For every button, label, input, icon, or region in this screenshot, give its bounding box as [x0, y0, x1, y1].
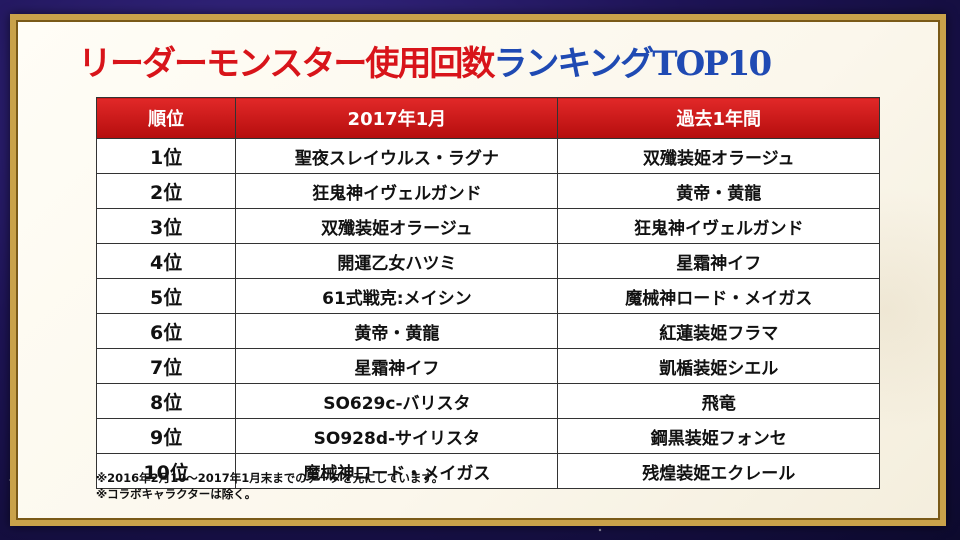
table-row: 4位 開運乙女ハツミ 星霜神イフ: [95, 243, 880, 279]
header-past-year: 過去1年間: [557, 97, 880, 139]
table-header-row: 順位 2017年1月 過去1年間: [95, 97, 880, 139]
footnotes: ※2016年2月10～2017年1月末までのデータを元にしています。 ※コラボキ…: [96, 470, 443, 502]
table-row: 2位 狂鬼神イヴェルガンド 黄帝・黄龍: [95, 173, 880, 209]
table-row: 3位 双殲装姫オラージュ 狂鬼神イヴェルガンド: [95, 208, 880, 244]
past-year-cell: 飛竜: [557, 383, 880, 419]
table-row: 6位 黄帝・黄龍 紅蓮装姫フラマ: [95, 313, 880, 349]
table-row: 10位 魔械神ロード・メイガス 残煌装姫エクレール: [95, 453, 880, 489]
past-year-cell: 凱楯装姫シエル: [557, 348, 880, 384]
table-row: 7位 星霜神イフ 凱楯装姫シエル: [95, 348, 880, 384]
rank-cell: 2位: [95, 173, 237, 209]
rank-cell: 1位: [95, 138, 237, 174]
rank-cell: 5位: [95, 278, 237, 314]
past-year-cell: 双殲装姫オラージュ: [557, 138, 880, 174]
title-red-part: リーダーモンスター使用回数: [78, 44, 495, 84]
jan2017-cell: 魔械神ロード・メイガス: [235, 453, 559, 489]
jan2017-cell: SO629c-バリスタ: [235, 383, 559, 419]
rank-cell: 4位: [95, 243, 237, 279]
title-blue-part: ランキングTOP10: [493, 44, 772, 84]
jan2017-cell: 双殲装姫オラージュ: [235, 208, 559, 244]
ranking-table: 順位 2017年1月 過去1年間 1位 聖夜スレイウルス・ラグナ 双殲装姫オラージュ…: [95, 97, 880, 489]
footnote-period: ※2016年2月10～2017年1月末までのデータを元にしています。: [96, 471, 444, 485]
header-rank: 順位: [95, 97, 237, 139]
jan2017-cell: 狂鬼神イヴェルガンド: [235, 173, 559, 209]
rank-cell: 7位: [95, 348, 237, 384]
jan2017-cell: 聖夜スレイウルス・ラグナ: [235, 138, 559, 174]
past-year-cell: 黄帝・黄龍: [557, 173, 880, 209]
rank-cell: 8位: [95, 383, 237, 419]
rank-cell: 3位: [95, 208, 237, 244]
page-title: リーダーモンスター使用回数ランキングTOP10: [78, 36, 772, 85]
jan2017-cell: 61式戦克:メイシン: [235, 278, 559, 314]
rank-cell: 10位: [95, 453, 237, 489]
table-row: 8位 SO629c-バリスタ 飛竜: [95, 383, 880, 419]
past-year-cell: 星霜神イフ: [557, 243, 880, 279]
past-year-cell: 狂鬼神イヴェルガンド: [557, 208, 880, 244]
past-year-cell: 魔械神ロード・メイガス: [557, 278, 880, 314]
rank-cell: 6位: [95, 313, 237, 349]
jan2017-cell: 星霜神イフ: [235, 348, 559, 384]
past-year-cell: 残煌装姫エクレール: [557, 453, 880, 489]
jan2017-cell: 開運乙女ハツミ: [235, 243, 559, 279]
header-jan2017: 2017年1月: [235, 97, 559, 139]
footnote-collab: ※コラボキャラクターは除く。: [96, 487, 257, 501]
table-row: 1位 聖夜スレイウルス・ラグナ 双殲装姫オラージュ: [95, 138, 880, 174]
rank-cell: 9位: [95, 418, 237, 454]
jan2017-cell: 黄帝・黄龍: [235, 313, 559, 349]
table-row: 5位 61式戦克:メイシン 魔械神ロード・メイガス: [95, 278, 880, 314]
jan2017-cell: SO928d-サイリスタ: [235, 418, 559, 454]
table-row: 9位 SO928d-サイリスタ 鋼黒装姫フォンセ: [95, 418, 880, 454]
past-year-cell: 紅蓮装姫フラマ: [557, 313, 880, 349]
past-year-cell: 鋼黒装姫フォンセ: [557, 418, 880, 454]
